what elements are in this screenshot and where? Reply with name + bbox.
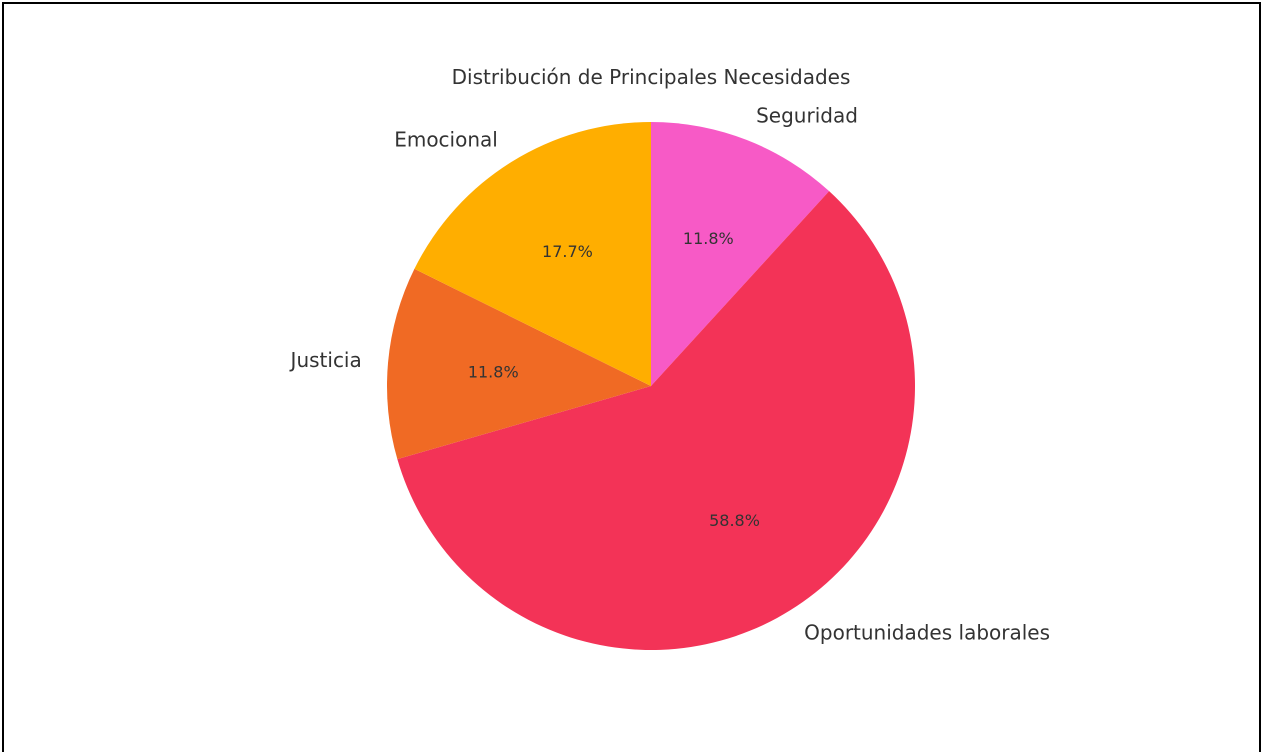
chart-title: Distribución de Principales Necesidades (452, 65, 851, 89)
pie-slice-seguridad (651, 122, 830, 386)
category-label-seguridad: Seguridad (756, 103, 858, 127)
pie-slices (386, 122, 915, 650)
pie-slice-justicia (386, 268, 651, 460)
percent-label-justicia: 11.8% (468, 362, 519, 381)
category-label-oportunidades-laborales: Oportunidades laborales (804, 621, 1050, 645)
percent-label-emocional: 17.7% (542, 242, 593, 261)
category-label-emocional: Emocional (394, 127, 498, 151)
percent-labels: 11.8% 58.8% 11.8% 17.7% (468, 229, 760, 530)
category-labels: Seguridad Oportunidades laborales Justicia… (289, 103, 1050, 644)
percent-label-seguridad: 11.8% (683, 229, 734, 248)
category-label-justicia: Justicia (289, 348, 362, 372)
percent-label-oportunidades-laborales: 58.8% (709, 511, 760, 530)
pie-slice-oportunidades-laborales (397, 191, 915, 650)
pie-slice-emocional (414, 122, 651, 386)
